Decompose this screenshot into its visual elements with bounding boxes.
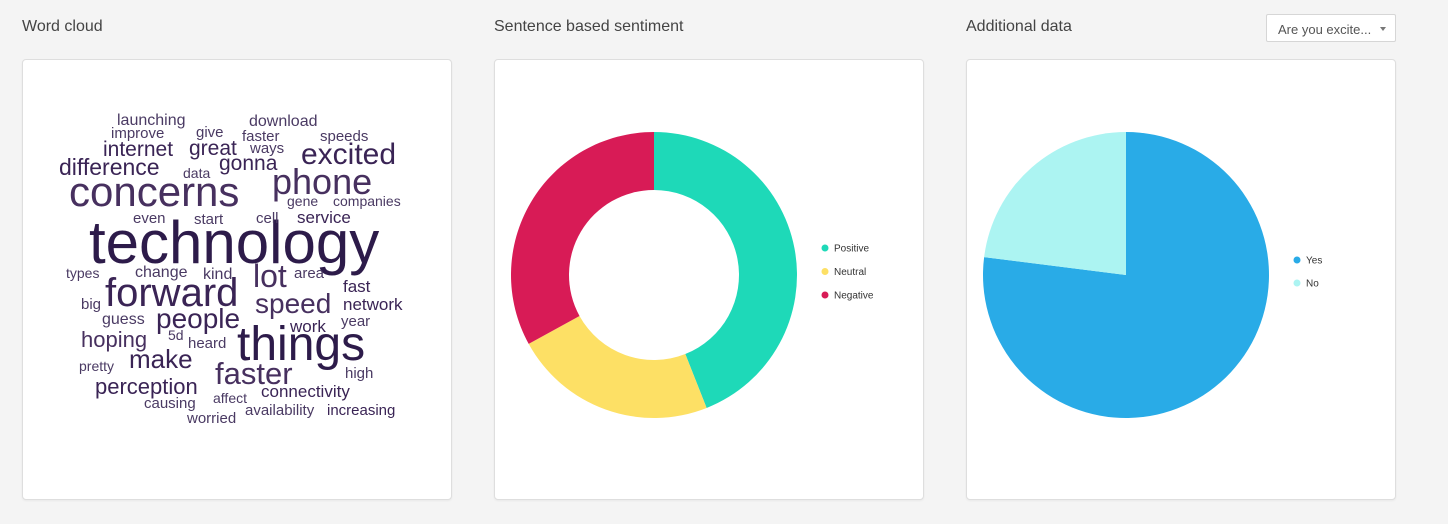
pie-slice-neutral[interactable] — [528, 315, 707, 418]
word-cloud-word: great — [189, 137, 237, 160]
word-cloud-word: change — [135, 264, 188, 281]
pie-slice-yes[interactable] — [983, 132, 1269, 419]
sentiment-donut-chart: Positive Neutral Negative — [511, 132, 874, 418]
word-cloud-word: phone — [272, 161, 372, 202]
word-cloud-word: high — [345, 365, 373, 382]
legend-marker — [821, 244, 829, 252]
word-cloud-word: difference — [59, 154, 160, 180]
word-cloud-word: affect — [213, 390, 247, 406]
word-cloud-word: make — [129, 344, 193, 374]
legend-label-neutral[interactable]: Neutral — [834, 267, 866, 278]
word-cloud-word: worried — [186, 410, 236, 427]
word-cloud-word: guess — [102, 311, 145, 328]
word-cloud-word: things — [237, 318, 365, 371]
word-cloud-word: gonna — [219, 152, 278, 175]
question-select[interactable]: Are you excite... — [1266, 14, 1396, 42]
word-cloud-card: technology concerns things forward phone exci… — [22, 59, 452, 500]
pie-slice-no[interactable] — [984, 132, 1126, 275]
additional-data-title: Additional data — [966, 18, 1072, 35]
legend-marker — [821, 268, 829, 275]
word-cloud-word: start — [194, 211, 224, 228]
legend-marker — [1293, 256, 1301, 264]
legend-label-positive[interactable]: Positive — [834, 244, 869, 255]
word-cloud-word: companies — [333, 193, 401, 209]
word-cloud-word: improve — [111, 125, 164, 142]
word-cloud-word: area — [294, 265, 325, 282]
word-cloud-word: work — [289, 317, 326, 336]
word-cloud-word: increasing — [327, 402, 395, 419]
word-cloud-word: speed — [255, 288, 331, 319]
word-cloud-word: faster — [242, 128, 280, 145]
word-cloud-word: 5d — [168, 327, 184, 343]
legend-marker — [821, 291, 829, 299]
additional-data-card: Yes No — [966, 59, 1396, 500]
legend-label-no[interactable]: No — [1306, 279, 1319, 290]
legend-marker — [1293, 279, 1301, 287]
word-cloud-word: cell — [256, 210, 279, 227]
word-cloud-word: give — [196, 124, 224, 141]
chevron-down-icon — [1380, 27, 1386, 31]
word-cloud-word: connectivity — [261, 382, 350, 401]
word-cloud-word: internet — [103, 138, 173, 161]
word-cloud-word: heard — [188, 335, 226, 352]
word-cloud-word: even — [133, 210, 166, 227]
word-cloud-word: causing — [144, 395, 196, 412]
additional-pie-chart: Yes No — [983, 132, 1322, 419]
word-cloud-word: availability — [245, 402, 315, 419]
word-cloud-word: fast — [343, 277, 371, 296]
word-cloud-word: download — [249, 113, 318, 130]
word-cloud-word: data — [183, 165, 210, 181]
sentiment-title: Sentence based sentiment — [494, 18, 684, 35]
word-cloud-word: hoping — [81, 327, 147, 352]
word-cloud-title: Word cloud — [22, 18, 103, 35]
word-cloud-word: gene — [287, 193, 318, 209]
legend-label-yes[interactable]: Yes — [1306, 256, 1322, 267]
word-cloud-word: faster — [215, 356, 293, 391]
word-cloud-word: excited — [301, 138, 396, 171]
word-cloud-word: concerns — [69, 168, 239, 215]
word-cloud-word: lot — [253, 258, 287, 294]
word-cloud-word: kind — [203, 266, 232, 283]
word-cloud-word: service — [297, 208, 351, 227]
sentiment-card: Positive Neutral Negative — [494, 59, 924, 500]
word-cloud-word: speeds — [320, 128, 368, 145]
word-cloud-word: forward — [105, 271, 238, 315]
pie-slice-negative[interactable] — [511, 132, 654, 344]
word-cloud-word: ways — [249, 140, 284, 157]
word-cloud-word: people — [156, 303, 240, 334]
legend-label-negative[interactable]: Negative — [834, 291, 874, 302]
question-select-value: Are you excite... — [1278, 22, 1372, 37]
word-cloud-word: launching — [117, 112, 186, 129]
pie-slice-positive[interactable] — [654, 132, 798, 408]
word-cloud-word: pretty — [79, 358, 114, 374]
word-cloud-word: perception — [95, 374, 198, 399]
word-cloud-word: network — [343, 295, 403, 314]
word-cloud-word: big — [81, 296, 101, 313]
word-cloud-word: technology — [89, 209, 379, 276]
word-cloud-word: types — [66, 265, 99, 281]
word-cloud-word: year — [341, 313, 370, 330]
